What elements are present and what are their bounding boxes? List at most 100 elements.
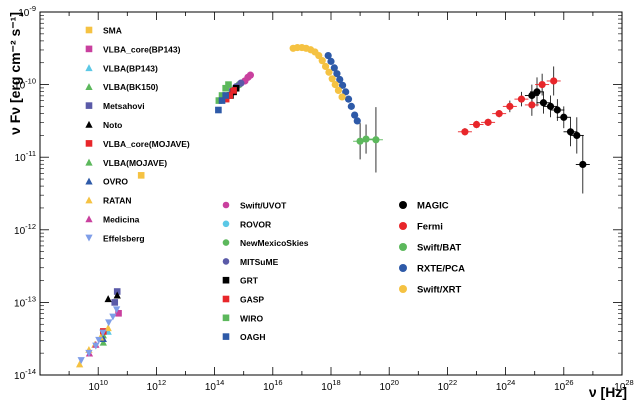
data-point-rxte-pca: [351, 111, 359, 119]
legends: SMA VLBA_core(BP143) VLBA(BP143) VLBA(BK150…: [85, 26, 465, 342]
data-point-effelsberg: [95, 336, 103, 344]
legend-marker-effelsberg: [85, 234, 93, 242]
data-point-rxte-pca: [336, 75, 344, 84]
data-point-fermi: [484, 118, 492, 126]
x-tick-label: 1020: [379, 378, 398, 393]
data-point-magic: [566, 128, 575, 136]
series-magic: [524, 77, 590, 194]
series-effelsberg: [77, 306, 121, 365]
data-point-swift-uvot: [246, 71, 255, 79]
legend-label-sma: SMA: [103, 26, 122, 36]
legend-label-magic: MAGIC: [417, 201, 449, 212]
series-gasp: [222, 87, 237, 103]
data-point-wiro: [218, 92, 226, 99]
data-point-noto: [113, 291, 121, 299]
legend-marker-mitsume: [222, 258, 230, 265]
legend-marker-swift-bat: [399, 243, 407, 251]
legend-label-ovro: OVRO: [103, 177, 128, 187]
data-point-fermi: [528, 101, 536, 109]
data-point-rxte-pca: [338, 81, 347, 89]
data-point-fermi: [517, 95, 526, 103]
series-swift-xrt: [289, 43, 346, 101]
data-point-rxte-pca: [324, 51, 332, 60]
data-point-rxte-pca: [347, 102, 355, 110]
legend-marker-ovro: [85, 177, 93, 185]
legend-marker-vlba-core-bp143-: [85, 45, 93, 53]
series-oagh: [215, 92, 229, 114]
x-tick-label: 1012: [147, 378, 166, 393]
series-fermi: [457, 66, 561, 136]
legend-marker-ratan: [85, 196, 93, 204]
legend-label-vlba-core-mojave-: VLBA_core(MOJAVE): [103, 139, 190, 149]
data-point-oagh: [218, 97, 226, 104]
legend-label-grt: GRT: [240, 276, 259, 286]
legend-label-ratan: RATAN: [103, 196, 131, 206]
data-point-effelsberg: [99, 329, 107, 337]
data-point-gasp: [230, 87, 237, 94]
series-noto: [104, 291, 121, 303]
legend-left: SMA VLBA_core(BP143) VLBA(BP143) VLBA(BK150…: [85, 26, 190, 243]
data-point-swift-xrt: [321, 62, 330, 71]
x-tick-label: 1016: [263, 378, 282, 393]
legend-marker-swift-uvot: [222, 201, 230, 209]
data-point-wiro: [222, 84, 229, 92]
data-point-wiro: [225, 81, 232, 88]
legend-marker-wiro: [222, 314, 230, 322]
legend-marker-rxte-pca: [399, 264, 407, 272]
legend-label-effelsberg: Effelsberg: [103, 233, 145, 243]
legend-middle: Swift/UVOT ROVOR NewMexicoSkies MITSuME GRT G…: [222, 201, 309, 342]
data-point-rxte-pca: [333, 70, 341, 78]
legend-marker-magic: [399, 201, 407, 209]
legend-label-oagh: OAGH: [240, 332, 266, 342]
data-point-fermi: [461, 128, 469, 136]
y-tick-label: 10-10: [14, 77, 36, 92]
legend-label-vlba-bp143-: VLBA(BP143): [103, 63, 158, 73]
data-point-swift-xrt: [334, 86, 343, 95]
series-rxte-pca: [324, 51, 361, 125]
x-tick-label: 1028: [614, 378, 633, 393]
series-vlba-mojave-: [99, 338, 107, 346]
data-point-magic: [579, 160, 587, 169]
data-point-magic: [573, 131, 581, 140]
data-point-swift-bat: [362, 135, 370, 143]
data-point-effelsberg: [109, 313, 117, 321]
data-point-effelsberg: [92, 342, 100, 350]
x-tick-label: 1024: [496, 378, 515, 393]
data-point-magic: [546, 102, 555, 110]
data-point-rxte-pca: [344, 95, 353, 103]
legend-label-metsahovi: Metsahovi: [103, 101, 145, 111]
legend-marker-grt: [222, 276, 230, 284]
y-axis-label: ν Fν [erg cm⁻² s⁻¹]: [7, 12, 23, 135]
legend-label-vlba-bk150-: VLBA(BK150): [103, 82, 158, 92]
y-tick-label: 10-12: [14, 222, 36, 237]
data-point-effelsberg: [85, 349, 93, 357]
data-point-oagh: [222, 92, 229, 99]
data-point-rxte-pca: [330, 64, 338, 72]
data-point-rxte-pca: [353, 117, 361, 125]
data-point-swift-xrt: [328, 75, 336, 83]
data-point-noto: [104, 295, 112, 303]
legend-label-fermi: Fermi: [417, 222, 443, 233]
x-tick-label: 1014: [205, 378, 224, 393]
legend-marker-newmexicoskies: [222, 239, 230, 246]
data-point-fermi: [550, 77, 558, 85]
data-point-effelsberg: [105, 319, 113, 327]
legend-marker-medicina: [85, 215, 93, 223]
data-point-rxte-pca: [342, 88, 350, 96]
legend-marker-vlba-bp143-: [85, 64, 93, 72]
legend-label-vlba-core-bp143-: VLBA_core(BP143): [103, 44, 181, 54]
legend-label-swift-bat: Swift/BAT: [417, 243, 461, 254]
data-point-vlba-core-bp143-: [115, 309, 122, 317]
data-point-oagh: [215, 106, 222, 114]
legend-marker-sma: [85, 26, 93, 34]
x-tick-label: 1010: [88, 378, 107, 393]
data-point-metsahovi: [111, 299, 119, 306]
legend-label-wiro: WIRO: [240, 313, 264, 323]
legend-label-vlba-mojave-: VLBA(MOJAVE): [103, 158, 167, 168]
axis-ticks: 1010 1012 1014 1016 1018 1020 1022 1024 1026 1028…: [14, 4, 634, 393]
data-point-magic: [539, 99, 548, 107]
legend-marker-metsahovi: [85, 102, 93, 109]
legend-label-swift-uvot: Swift/UVOT: [240, 201, 287, 211]
data-point-gasp: [222, 95, 230, 103]
